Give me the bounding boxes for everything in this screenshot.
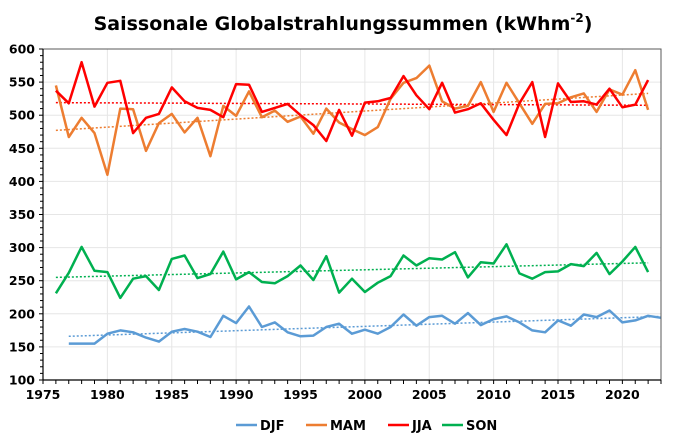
y-tick-label: 550 <box>9 75 35 90</box>
trend-line-mam <box>55 92 649 132</box>
chart-title-superscript: -2 <box>570 11 583 25</box>
chart-title: Saissonale Globalstrahlungssummen (kWhm-… <box>94 11 593 35</box>
x-tick-label: 2010 <box>476 387 511 402</box>
y-tick-label: 100 <box>9 373 35 388</box>
legend-label-son: SON <box>466 419 497 434</box>
x-tick-label: 1995 <box>283 387 318 402</box>
chart-title-suffix: ) <box>584 13 593 35</box>
x-tick-label: 2000 <box>347 387 382 402</box>
trend-line-son <box>55 262 649 279</box>
series-line-son <box>54 243 650 300</box>
axes: 100 150 200 250 300 350 400 450 500 550 600 1975 198… <box>9 42 662 402</box>
y-tick-label: 400 <box>9 174 35 189</box>
legend-label-djf: DJF <box>260 419 285 434</box>
legend-label-mam: MAM <box>330 419 366 434</box>
y-tick-label: 450 <box>9 141 35 156</box>
series-line-djf <box>68 305 662 345</box>
series-lines <box>54 60 662 345</box>
trend-line-djf <box>68 315 662 338</box>
y-tick-label: 150 <box>9 339 35 354</box>
y-tick-label: 200 <box>9 306 35 321</box>
series-line-jja <box>55 60 650 143</box>
y-tick-label: 250 <box>9 273 35 288</box>
x-tick-label: 1975 <box>26 387 61 402</box>
chart-title-main: Saissonale Globalstrahlungssummen (kWhm <box>94 13 571 35</box>
x-tick-label: 2020 <box>605 387 640 402</box>
legend-label-jja: JJA <box>411 419 432 434</box>
series-line-mam <box>54 64 650 177</box>
x-tick-label: 1985 <box>154 387 189 402</box>
legend: DJF MAM JJA SON <box>236 419 497 434</box>
x-tick-label: 2005 <box>412 387 447 402</box>
y-tick-label: 500 <box>9 108 35 123</box>
x-tick-label: 1980 <box>90 387 125 402</box>
x-tick-label: 1990 <box>219 387 254 402</box>
y-tick-label: 350 <box>9 207 35 222</box>
x-tick-label: 2015 <box>541 387 576 402</box>
y-tick-label: 600 <box>9 42 35 57</box>
y-tick-label: 300 <box>9 240 35 255</box>
